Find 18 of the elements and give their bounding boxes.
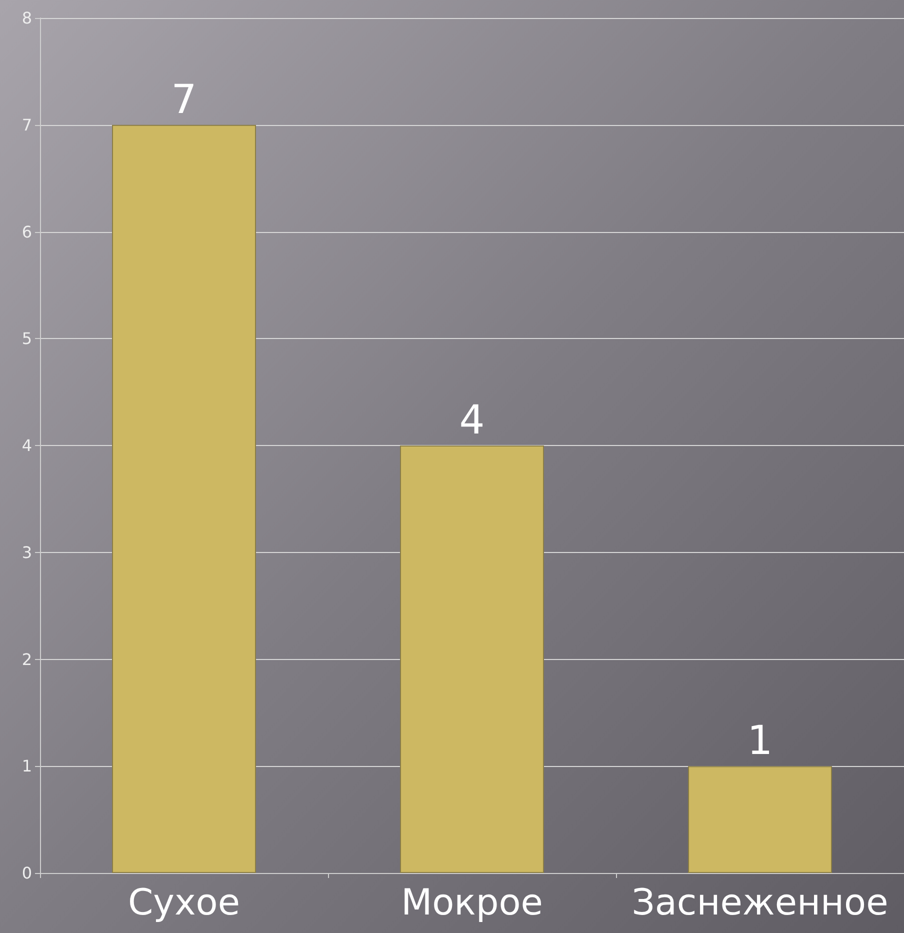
bar [688,766,832,873]
x-tick-label: Сухое [128,882,240,924]
bar [112,124,256,873]
data-label: 4 [459,398,485,444]
y-tick-label: 7 [22,115,32,134]
y-tick-label: 1 [22,756,32,776]
data-label: 7 [171,76,197,123]
y-tick-label: 2 [22,650,32,669]
x-tick-label: Заснеженное [632,882,888,924]
y-tick-label: 3 [22,542,32,562]
y-tick-label: 6 [22,222,32,242]
bar [400,446,544,873]
y-tick-label: 0 [22,864,32,882]
x-tick-label: Мокрое [401,882,543,924]
y-tick-label: 8 [22,8,32,28]
y-tick-label: 5 [22,329,32,348]
y-tick-label: 4 [22,436,32,455]
data-label: 1 [747,718,773,764]
